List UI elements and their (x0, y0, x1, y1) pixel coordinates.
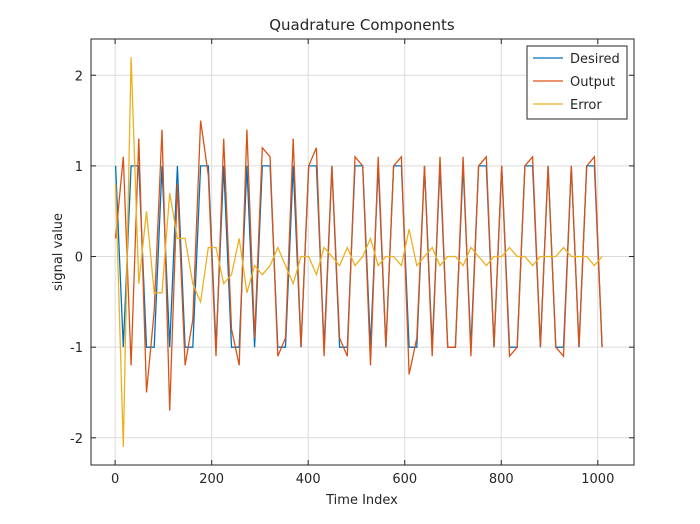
y-tick-label: -1 (70, 341, 83, 356)
series-line-error (114, 57, 603, 447)
y-axis-label: signal value (51, 213, 66, 291)
x-tick-label: 400 (296, 472, 321, 487)
legend-label: Error (570, 98, 602, 113)
axes-box (90, 38, 635, 466)
y-tick-label: 0 (75, 251, 83, 266)
x-tick-label: 1000 (581, 472, 614, 487)
x-tick-label: 0 (111, 472, 119, 487)
legend: Desired Output Error (526, 45, 628, 120)
x-tick-label: 600 (392, 472, 417, 487)
chart-title: Quadrature Components (269, 16, 455, 34)
y-tick-label: 1 (75, 160, 83, 175)
x-axis-label: Time Index (325, 493, 398, 508)
legend-label: Desired (570, 52, 620, 67)
x-tick-label: 200 (199, 472, 224, 487)
y-tick-label: 2 (75, 69, 83, 84)
x-tick-label: 800 (489, 472, 514, 487)
y-tick-label: -2 (70, 432, 83, 447)
series-line-output (114, 120, 603, 411)
legend-label: Output (570, 75, 615, 90)
